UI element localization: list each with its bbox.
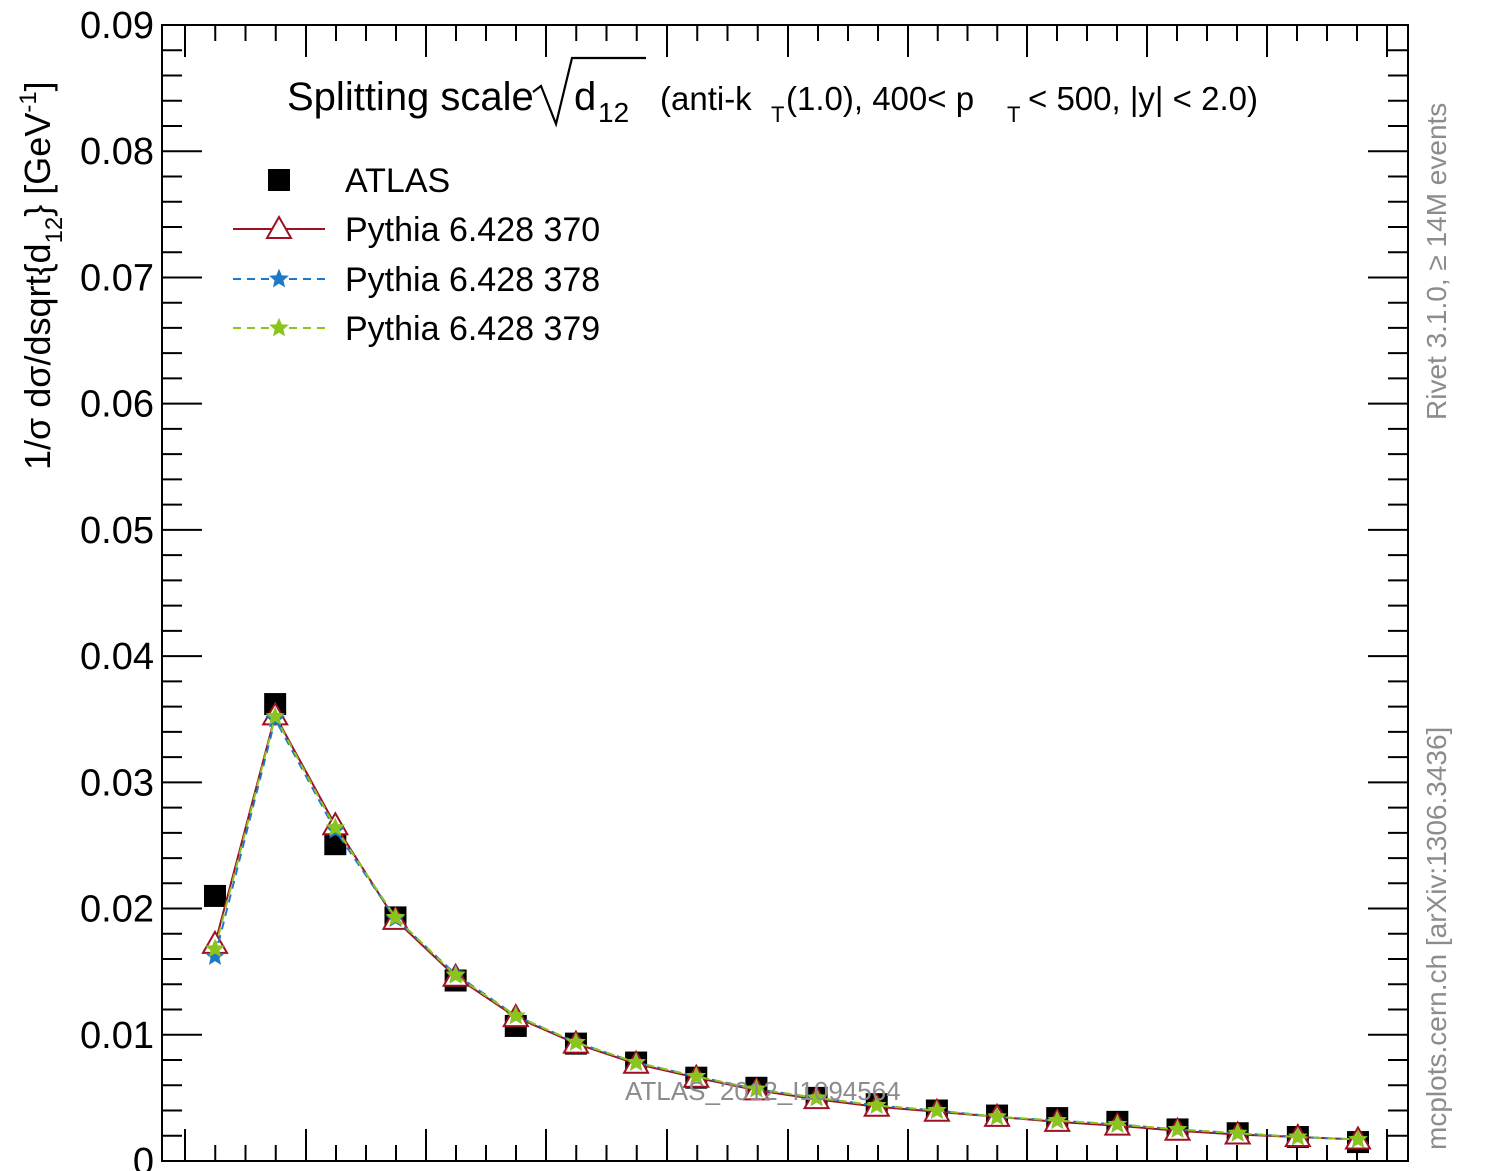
mcplots-source-note: mcplots.cern.ch [arXiv:1306.3436] — [1421, 727, 1452, 1150]
y-tick-label: 0.02 — [80, 889, 154, 931]
chart-title-d: d — [574, 75, 596, 119]
chart-title-d-sub: 12 — [598, 97, 629, 128]
data-point — [205, 946, 225, 965]
svg-text:1/σ dσ/dsqrt{d12} [GeV-1]: 1/σ dσ/dsqrt{d12} [GeV-1] — [15, 81, 68, 470]
series-line — [214, 713, 1359, 1141]
legend-label: Pythia 6.428 379 — [345, 310, 600, 348]
data-point — [746, 1078, 767, 1098]
y-tick-label: 0.06 — [80, 384, 154, 426]
data-point — [686, 1066, 707, 1085]
data-point — [325, 817, 346, 837]
data-point — [1047, 1110, 1068, 1129]
y-tick-label: 0.07 — [80, 257, 154, 299]
data-point — [1107, 1114, 1128, 1133]
analysis-watermark: ATLAS_2012_I1094564 — [625, 1076, 901, 1106]
data-point — [505, 1005, 526, 1025]
data-point — [566, 1032, 586, 1051]
legend-label: Pythia 6.428 378 — [345, 261, 600, 299]
chart-title-mid: (anti-k — [660, 80, 752, 117]
data-point — [1227, 1122, 1248, 1142]
plot-frame — [161, 24, 1409, 1162]
rivet-version-note: Rivet 3.1.0, ≥ 14M events — [1421, 103, 1452, 420]
y-tick-label: 0.03 — [80, 762, 154, 804]
y-tick-label: 0.09 — [80, 5, 154, 47]
data-point — [1288, 1126, 1308, 1146]
chart-title-k-sub: T — [771, 102, 784, 127]
legend-marker — [269, 317, 289, 337]
legend-marker — [268, 169, 290, 191]
data-point — [445, 965, 466, 984]
legend-marker — [265, 214, 293, 239]
y-tick-label: 0.08 — [80, 131, 154, 173]
y-axis-label: 1/σ dσ/dsqrt{d12} [GeV-1] — [15, 81, 68, 470]
y-tick-labels: 0 0.01 0.02 0.03 0.04 0.05 0.06 0.07 0.08 0.09 — [80, 5, 154, 1171]
y-tick-label: 0.01 — [80, 1015, 154, 1057]
legend-label: Pythia 6.428 370 — [345, 211, 600, 249]
data-point — [806, 1087, 827, 1107]
chart-title-p-sub: T — [1007, 102, 1020, 127]
chart-title-suffix: < 500, |y| < 2.0) — [1028, 80, 1258, 117]
data-point — [626, 1052, 646, 1071]
y-tick-label: 0 — [133, 1141, 154, 1171]
data-point — [927, 1100, 947, 1119]
chart-title: Splitting scale — [287, 75, 534, 119]
legend-label: ATLAS — [345, 162, 450, 200]
data-point — [385, 907, 406, 926]
axis-ticks — [162, 24, 1408, 1162]
plot-area-border — [161, 24, 1409, 1162]
data-point — [1348, 1129, 1368, 1148]
data-point — [866, 1095, 887, 1114]
y-tick-label: 0.05 — [80, 510, 154, 552]
data-point — [987, 1106, 1007, 1126]
data-point — [1167, 1119, 1188, 1138]
chart-title-mid2: (1.0), 400< p — [786, 80, 974, 117]
y-tick-label: 0.04 — [80, 636, 154, 678]
sqrt-symbol — [532, 56, 646, 128]
legend-marker — [269, 268, 289, 288]
series-layer — [201, 693, 1372, 1154]
legend: ATLAS Pythia 6.428 370 Pythia 6.428 378 Pyt… — [233, 162, 600, 348]
data-point — [205, 938, 225, 958]
data-point — [204, 884, 226, 907]
series-3 — [205, 706, 1368, 1148]
data-point — [265, 706, 285, 726]
